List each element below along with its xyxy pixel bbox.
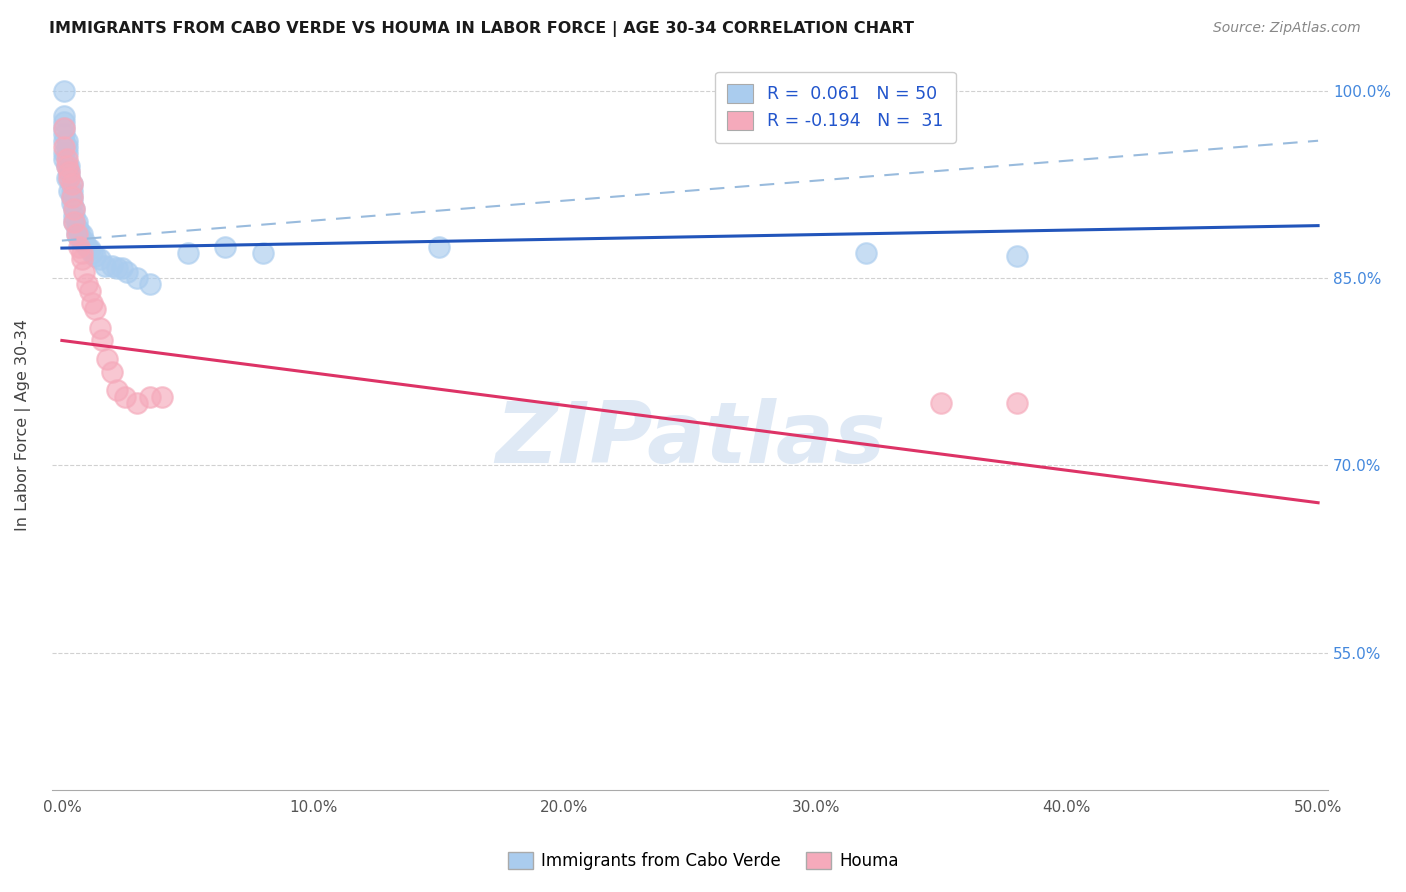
Point <box>73 265 96 279</box>
Point <box>53 134 76 148</box>
Point <box>89 252 111 267</box>
Point <box>73 234 96 248</box>
Point <box>58 171 80 186</box>
Point <box>63 215 86 229</box>
Point <box>105 261 128 276</box>
Point <box>53 140 76 154</box>
Point <box>53 121 76 136</box>
Legend: Immigrants from Cabo Verde, Houma: Immigrants from Cabo Verde, Houma <box>501 845 905 877</box>
Point <box>58 165 80 179</box>
Point <box>176 246 198 260</box>
Point <box>89 321 111 335</box>
Point <box>53 109 76 123</box>
Point <box>127 271 149 285</box>
Point <box>80 246 103 260</box>
Text: IMMIGRANTS FROM CABO VERDE VS HOUMA IN LABOR FORCE | AGE 30-34 CORRELATION CHART: IMMIGRANTS FROM CABO VERDE VS HOUMA IN L… <box>49 21 914 37</box>
Point <box>56 159 79 173</box>
Point <box>79 243 101 257</box>
Point <box>114 390 136 404</box>
Point <box>855 246 877 260</box>
Point <box>70 227 93 242</box>
Point <box>53 115 76 129</box>
Point <box>60 190 83 204</box>
Point <box>56 146 79 161</box>
Text: ZIPatlas: ZIPatlas <box>495 398 886 481</box>
Point <box>56 134 79 148</box>
Point <box>58 184 80 198</box>
Point <box>63 202 86 217</box>
Point <box>427 240 450 254</box>
Point <box>60 178 83 192</box>
Point <box>101 259 124 273</box>
Point <box>93 259 115 273</box>
Point <box>1005 396 1028 410</box>
Point <box>63 202 86 217</box>
Point <box>83 302 105 317</box>
Point <box>115 265 138 279</box>
Point <box>139 277 162 292</box>
Point <box>53 84 76 98</box>
Point <box>60 178 83 192</box>
Point <box>69 240 91 254</box>
Point <box>76 277 98 292</box>
Point <box>111 261 134 276</box>
Point <box>56 159 79 173</box>
Point <box>70 246 93 260</box>
Point <box>80 296 103 310</box>
Point <box>127 396 149 410</box>
Point <box>66 227 89 242</box>
Point <box>252 246 274 260</box>
Point <box>60 190 83 204</box>
Legend: R =  0.061   N = 50, R = -0.194   N =  31: R = 0.061 N = 50, R = -0.194 N = 31 <box>716 72 956 143</box>
Y-axis label: In Labor Force | Age 30-34: In Labor Force | Age 30-34 <box>15 318 31 531</box>
Point <box>63 209 86 223</box>
Point <box>60 196 83 211</box>
Point <box>96 352 118 367</box>
Point <box>63 215 86 229</box>
Point <box>56 140 79 154</box>
Point <box>139 390 162 404</box>
Point <box>56 171 79 186</box>
Point <box>58 159 80 173</box>
Point <box>70 234 93 248</box>
Point <box>66 221 89 235</box>
Point <box>58 165 80 179</box>
Point <box>79 284 101 298</box>
Point <box>83 249 105 263</box>
Point <box>70 252 93 267</box>
Point <box>53 153 76 167</box>
Point <box>66 215 89 229</box>
Point <box>58 171 80 186</box>
Point <box>101 365 124 379</box>
Point <box>69 224 91 238</box>
Point <box>91 334 114 348</box>
Point <box>929 396 952 410</box>
Point <box>69 231 91 245</box>
Point <box>105 384 128 398</box>
Point <box>1005 249 1028 263</box>
Point <box>60 184 83 198</box>
Point <box>66 227 89 242</box>
Text: Source: ZipAtlas.com: Source: ZipAtlas.com <box>1213 21 1361 35</box>
Point <box>53 128 76 142</box>
Point <box>56 153 79 167</box>
Point <box>53 146 76 161</box>
Point <box>53 121 76 136</box>
Point <box>76 240 98 254</box>
Point <box>214 240 236 254</box>
Point <box>150 390 173 404</box>
